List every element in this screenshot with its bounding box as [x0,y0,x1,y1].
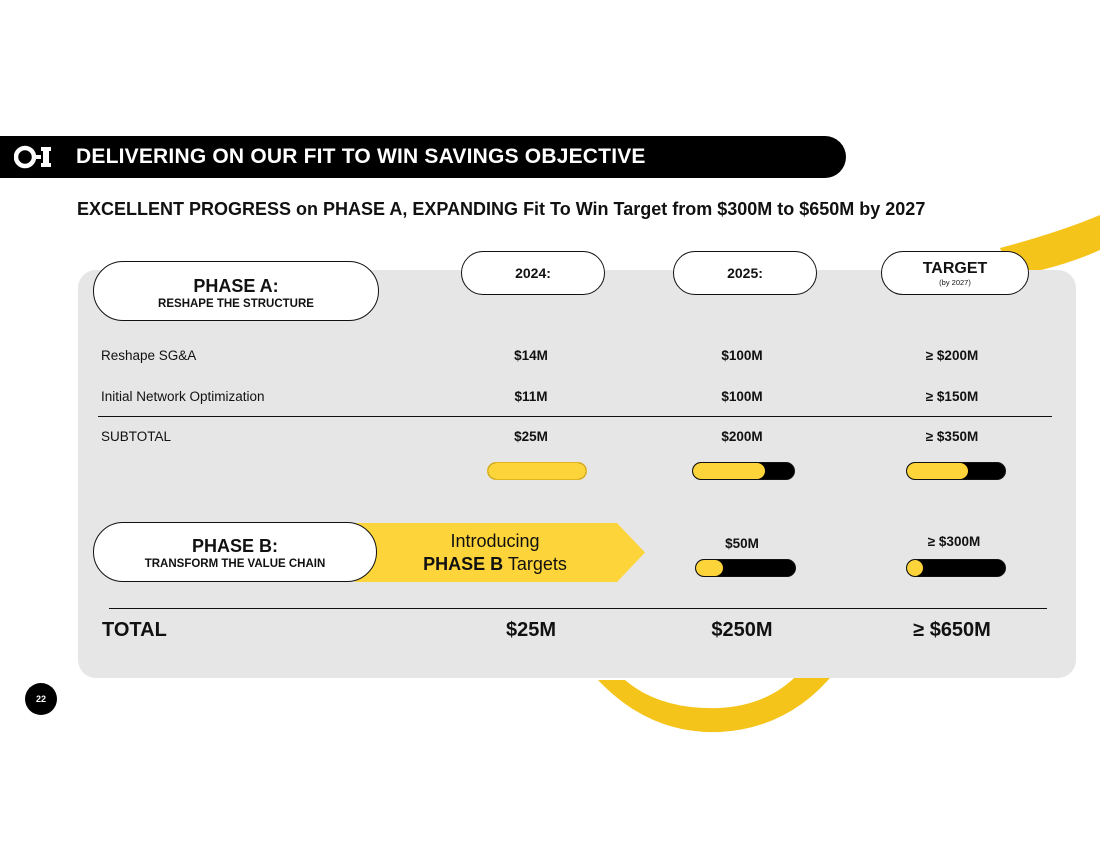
phase-b-pill: PHASE B: TRANSFORM THE VALUE CHAIN [93,522,377,582]
row-subtotal-2025: $200M [721,429,763,444]
phase-a-pill: PHASE A: RESHAPE THE STRUCTURE [93,261,379,321]
phase-a-2024-progress-bar [487,462,587,480]
phase-b-intro-arrow [355,523,645,582]
total-label: TOTAL [102,619,167,641]
row-network-2024: $11M [514,389,548,404]
header-bar [0,136,846,178]
row-network-target: ≥ $150M [925,389,979,404]
phase-a-2024-progress-fill [488,463,586,479]
phase-a-2025-progress-fill [693,463,765,479]
phase-a-title: PHASE A: [193,276,279,296]
phase-b-subtitle: TRANSFORM THE VALUE CHAIN [144,558,326,570]
phase-b-target-progress-fill [907,560,923,576]
row-label-reshape-sga: Reshape SG&A [101,348,197,363]
phase-a-2025-progress-bar [692,462,795,480]
column-2025-pill: 2025: [673,251,817,295]
intro-line2-rest: Targets [503,554,567,574]
subtitle-part2: on [291,199,324,219]
oi-logo-icon [14,145,51,169]
phase-b-target-progress-bar [906,559,1006,577]
row-network-2025: $100M [721,389,763,404]
phase-b-title: PHASE B: [191,536,278,556]
phase-a-subtitle: RESHAPE THE STRUCTURE [158,298,314,310]
phase-b-2025-value: $50M [725,536,759,551]
target-title: TARGET [922,260,988,277]
subtitle-part3: PHASE A, EXPANDING [323,199,519,219]
subtotal-divider [98,416,1052,417]
phase-b-2025-progress-bar [695,559,796,577]
total-2024: $25M [505,619,557,641]
subtitle-part1: EXCELLENT PROGRESS [77,199,292,219]
subtitle-part4: Fit To Win Target from $300M to $650M by… [518,199,926,219]
column-target-pill: TARGET (by 2027) [881,251,1029,295]
row-reshape-sga-2024: $14M [514,348,548,363]
phase-a-target-progress-fill [907,463,968,479]
row-reshape-sga-target: ≥ $200M [925,348,979,363]
page-title: DELIVERING ON OUR FIT TO WIN SAVINGS OBJ… [76,145,646,168]
row-label-subtotal: SUBTOTAL [101,429,172,444]
total-divider [109,608,1047,609]
row-reshape-sga-2025: $100M [721,348,763,363]
row-subtotal-target: ≥ $350M [925,429,979,444]
phase-b-2025-progress-fill [696,560,723,576]
subtitle: EXCELLENT PROGRESS on PHASE A, EXPANDING… [77,199,925,220]
page-number-badge: 22 [25,683,57,715]
total-target: ≥ $650M [913,619,991,641]
row-subtotal-2024: $25M [514,429,548,444]
target-note: (by 2027) [939,278,971,287]
total-2025: $250M [711,619,773,641]
intro-line1: Introducing [450,531,540,551]
phase-b-target-value: ≥ $300M [927,534,981,549]
intro-line2-bold: PHASE B [423,554,504,574]
intro-line2: PHASE B Targets [395,553,595,576]
phase-b-intro-text: Introducing PHASE B Targets [395,530,595,576]
row-label-network-optimization: Initial Network Optimization [101,389,265,404]
phase-a-target-progress-bar [906,462,1006,480]
column-2024-pill: 2024: [461,251,605,295]
